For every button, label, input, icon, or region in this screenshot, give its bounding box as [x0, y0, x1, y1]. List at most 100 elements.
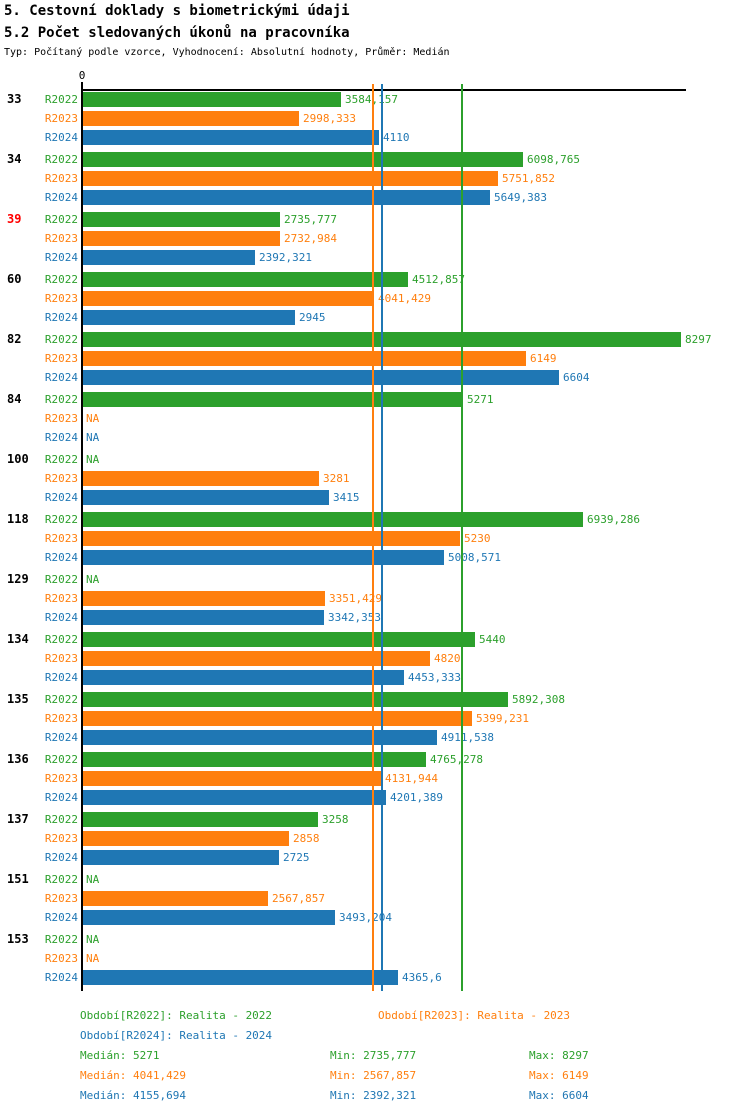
- bar-value-label: 3493,204: [339, 911, 392, 924]
- bar-value-label: 4041,429: [378, 292, 431, 305]
- bar-r2024-136: [83, 790, 386, 805]
- legend-median-r2024: Medián: 4155,694: [80, 1089, 186, 1102]
- group-label-84: 84: [7, 392, 22, 406]
- series-row-label: R2024: [44, 491, 78, 504]
- legend-min-r2022: Min: 2735,777: [330, 1049, 417, 1062]
- bar-r2022-39: [83, 212, 280, 227]
- series-row-label: R2023: [44, 352, 78, 365]
- bar-r2022-135: [83, 692, 508, 707]
- bar-value-label: 5271: [467, 393, 494, 406]
- bar-value-label: 3258: [322, 813, 349, 826]
- legend-min-r2024: Min: 2392,321: [330, 1089, 417, 1102]
- series-row-label: R2022: [44, 153, 78, 166]
- chart-title: 5. Cestovní doklady s biometrickými údaj…: [4, 3, 350, 19]
- series-row-label: R2023: [44, 532, 78, 545]
- series-row-label: R2023: [44, 232, 78, 245]
- legend-max-r2023: Max: 6149: [529, 1069, 589, 1082]
- series-row-label: R2023: [44, 712, 78, 725]
- bar-value-label: 2732,984: [284, 232, 337, 245]
- bar-value-label: 5440: [479, 633, 506, 646]
- series-row-label: R2024: [44, 311, 78, 324]
- bar-value-label: 2567,857: [272, 892, 325, 905]
- series-row-label: R2022: [44, 813, 78, 826]
- bar-r2023-82: [83, 351, 526, 366]
- bar-value-label: 6149: [530, 352, 557, 365]
- bar-r2022-136: [83, 752, 426, 767]
- bar-r2023-118: [83, 531, 460, 546]
- na-value-label: NA: [86, 431, 100, 444]
- series-row-label: R2024: [44, 971, 78, 984]
- bar-r2022-118: [83, 512, 583, 527]
- legend-period-r2023: Období[R2023]: Realita - 2023: [378, 1009, 571, 1022]
- bar-value-label: 6604: [563, 371, 590, 384]
- series-row-label: R2023: [44, 892, 78, 905]
- bar-r2023-34: [83, 171, 498, 186]
- bar-r2023-39: [83, 231, 280, 246]
- bar-value-label: 5008,571: [448, 551, 501, 564]
- series-row-label: R2024: [44, 371, 78, 384]
- bar-value-label: 3281: [323, 472, 350, 485]
- series-row-label: R2022: [44, 513, 78, 526]
- group-label-134: 134: [7, 632, 29, 646]
- bar-r2024-34: [83, 190, 490, 205]
- series-row-label: R2022: [44, 333, 78, 346]
- na-value-label: NA: [86, 412, 100, 425]
- bar-value-label: 8297: [685, 333, 712, 346]
- bar-value-label: 5649,383: [494, 191, 547, 204]
- group-label-129: 129: [7, 572, 29, 586]
- bar-value-label: 3584,157: [345, 92, 398, 107]
- group-label-151: 151: [7, 872, 29, 886]
- bar-r2024-39: [83, 250, 255, 265]
- bar-value-label: 4365,6: [402, 971, 442, 984]
- group-label-135: 135: [7, 692, 29, 706]
- series-row-label: R2023: [44, 412, 78, 425]
- group-label-82: 82: [7, 332, 22, 346]
- median-line-r2024: [381, 84, 383, 991]
- series-row-label: R2023: [44, 472, 78, 485]
- series-row-label: R2022: [44, 573, 78, 586]
- bar-r2022-134: [83, 632, 475, 647]
- bar-r2024-82: [83, 370, 559, 385]
- series-row-label: R2022: [44, 213, 78, 226]
- na-value-label: NA: [86, 573, 100, 586]
- bar-value-label: 2735,777: [284, 213, 337, 226]
- series-row-label: R2023: [44, 172, 78, 185]
- series-row-label: R2023: [44, 952, 78, 965]
- chart-subtitle: 5.2 Počet sledovaných úkonů na pracovník…: [4, 25, 350, 41]
- bar-value-label: 3415: [333, 491, 360, 504]
- series-row-label: R2024: [44, 731, 78, 744]
- bar-value-label: 4820: [434, 652, 461, 665]
- bar-value-label: 6939,286: [587, 513, 640, 526]
- series-row-label: R2022: [44, 933, 78, 946]
- series-row-label: R2023: [44, 832, 78, 845]
- y-axis-line: [81, 82, 83, 991]
- group-label-118: 118: [7, 512, 29, 526]
- bar-value-label: 4512,857: [412, 273, 465, 286]
- bar-r2022-84: [83, 392, 463, 407]
- bar-r2023-60: [83, 291, 374, 306]
- bar-r2024-135: [83, 730, 437, 745]
- bar-value-label: 3351,429: [329, 592, 382, 605]
- bar-r2023-135: [83, 711, 472, 726]
- series-row-label: R2024: [44, 131, 78, 144]
- series-row-label: R2023: [44, 772, 78, 785]
- legend-period-r2024: Období[R2024]: Realita - 2024: [80, 1029, 273, 1042]
- legend-median-r2022: Medián: 5271: [80, 1049, 160, 1062]
- chart-meta-line: Typ: Počítaný podle vzorce, Vyhodnocení:…: [4, 47, 450, 58]
- bar-value-label: 2725: [283, 851, 310, 864]
- series-row-label: R2024: [44, 791, 78, 804]
- bar-r2024-60: [83, 310, 295, 325]
- series-row-label: R2024: [44, 251, 78, 264]
- bar-r2023-100: [83, 471, 319, 486]
- group-label-33: 33: [7, 92, 22, 106]
- bar-value-label: 5399,231: [476, 712, 529, 725]
- legend-max-r2022: Max: 8297: [529, 1049, 589, 1062]
- bar-value-label: 5230: [464, 532, 491, 545]
- series-row-label: R2023: [44, 112, 78, 125]
- bar-r2024-33: [83, 130, 379, 145]
- series-row-label: R2022: [44, 93, 78, 106]
- group-label-136: 136: [7, 752, 29, 766]
- bar-value-label: 6098,765: [527, 153, 580, 166]
- bar-value-label: 4201,389: [390, 791, 443, 804]
